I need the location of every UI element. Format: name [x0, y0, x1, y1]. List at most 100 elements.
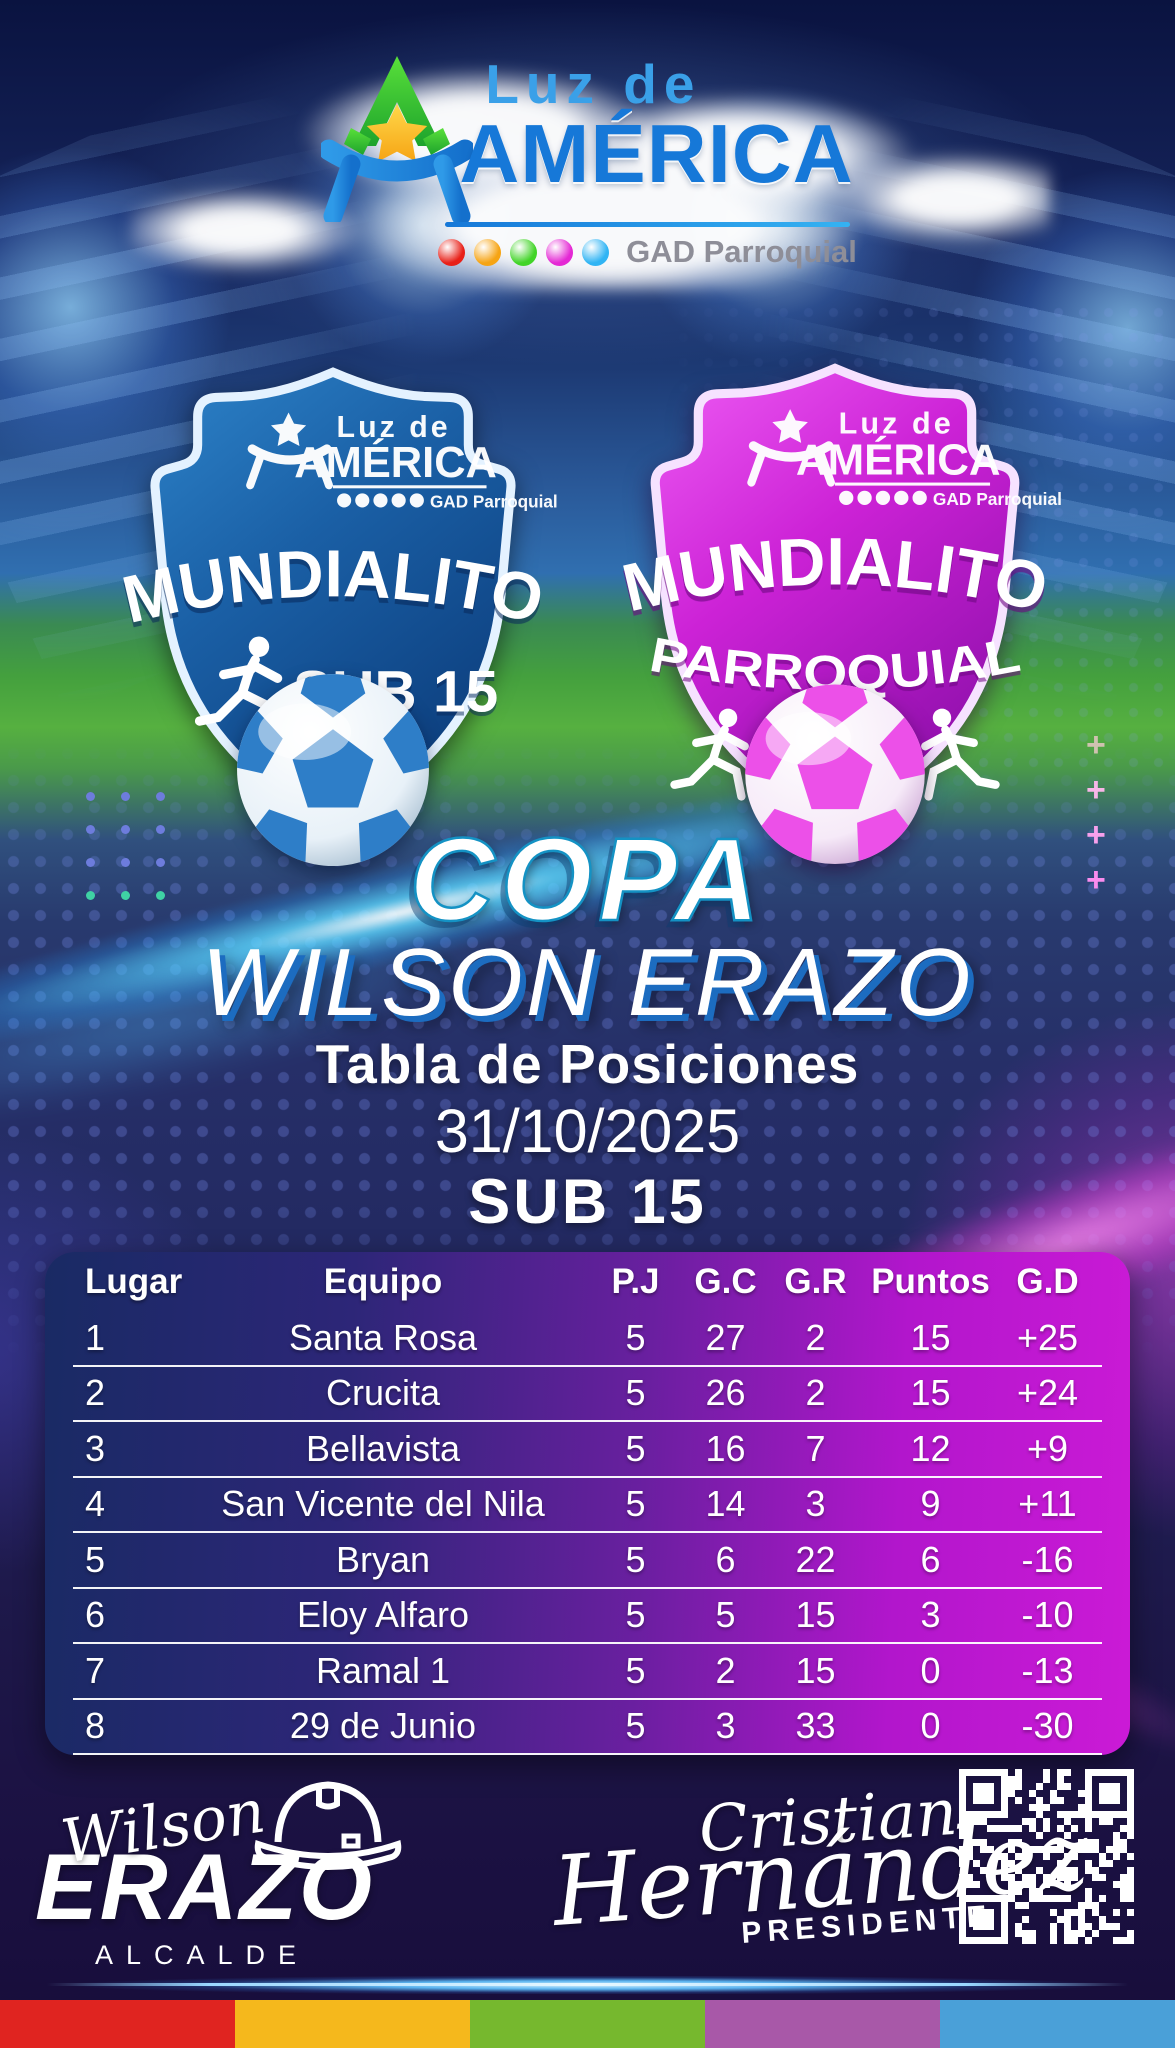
table-cell: 3 — [715, 1705, 736, 1747]
table-cell: 5 — [625, 1649, 646, 1691]
brand-logo: Luz de AMÉRICA GAD Parroquial — [0, 52, 1175, 270]
table-row: 6 Eloy Alfaro 5 5 15 3 -10 — [73, 1589, 1102, 1644]
badge-mini-logo: Luz de AMÉRICA GAD Parroquial — [246, 411, 558, 512]
table-cell: 33 — [795, 1705, 836, 1747]
badge-mundialito-sub15: Luz de AMÉRICA GAD Parroquial MUNDIALITO… — [86, 356, 580, 867]
table-cell: 5 — [625, 1538, 646, 1580]
table-cell: Santa Rosa — [288, 1316, 478, 1358]
table-cell: -30 — [1021, 1705, 1074, 1747]
table-cell: 12 — [910, 1427, 951, 1469]
table-cell: 5 — [625, 1316, 646, 1358]
table-cell: 15 — [910, 1316, 951, 1358]
bottom-glow-line — [0, 1976, 1175, 1994]
table-cell: 15 — [795, 1649, 836, 1691]
table-cell: 29 de Junio — [289, 1705, 477, 1747]
logo-luz-de: Luz de — [485, 53, 702, 115]
color-dot — [474, 238, 502, 266]
logo-america: AMÉRICA — [459, 107, 854, 200]
table-cell: 5 — [85, 1538, 106, 1580]
column-header: G.C — [694, 1261, 757, 1301]
column-header: G.D — [1016, 1261, 1079, 1301]
plus-icon: + — [1086, 726, 1106, 764]
strip-color-block — [705, 2000, 940, 2048]
cup-name-title: WILSON ERAZO — [201, 929, 974, 1036]
table-cell: 3 — [920, 1594, 941, 1636]
column-header: Puntos — [871, 1261, 990, 1301]
svg-text:Luz de: Luz de — [337, 411, 451, 444]
star-icon — [367, 104, 428, 162]
svg-text:Luz de: Luz de — [839, 407, 954, 441]
soccer-ball-icon — [745, 684, 925, 865]
column-header: G.R — [784, 1261, 847, 1301]
svg-text:GAD Parroquial: GAD Parroquial — [933, 489, 1062, 509]
table-cell: Ramal 1 — [315, 1649, 451, 1691]
table-cell: 3 — [805, 1483, 826, 1525]
plus-icon: + — [1086, 771, 1106, 809]
logo-tagline: GAD Parroquial — [626, 234, 857, 269]
table-cell: 5 — [625, 1372, 646, 1414]
president-signature-block: Cristian Hernández PRESIDENTE — [547, 1772, 1092, 1964]
table-cell: 15 — [910, 1372, 951, 1414]
table-row: 4 San Vicente del Nila 5 14 3 9 +11 — [73, 1478, 1102, 1533]
table-cell: -16 — [1021, 1538, 1074, 1580]
plus-icon: + — [1086, 861, 1106, 899]
badge-mundialito-parroquial: Luz de AMÉRICA GAD Parroquial MUNDIALITO… — [588, 352, 1082, 867]
table-cell: 27 — [705, 1316, 746, 1358]
strip-color-block — [940, 2000, 1175, 2048]
table-cell: 3 — [85, 1427, 106, 1469]
table-cell: 5 — [715, 1594, 736, 1636]
standings-header-row: Lugar Equipo P.J G.C G.R Puntos G.D — [73, 1252, 1102, 1311]
table-cell: 16 — [705, 1427, 746, 1469]
table-row: 8 29 de Junio 5 3 33 0 -30 — [73, 1700, 1102, 1755]
strip-color-block — [0, 2000, 235, 2048]
table-cell: 2 — [715, 1649, 736, 1691]
table-row: 3 Bellavista 5 16 7 12 +9 — [73, 1422, 1102, 1478]
logo-underline — [445, 222, 850, 227]
table-row: 5 Bryan 5 6 22 6 -16 — [73, 1533, 1102, 1589]
table-cell: 6 — [715, 1538, 736, 1580]
table-cell: 2 — [85, 1372, 106, 1414]
bottom-color-strip — [0, 2000, 1175, 2048]
decor-dot-grid — [86, 792, 165, 900]
svg-text:AMÉRICA: AMÉRICA — [796, 434, 1001, 484]
table-cell: 6 — [85, 1594, 106, 1636]
column-header: P.J — [611, 1261, 660, 1301]
table-cell: 5 — [625, 1427, 646, 1469]
table-cell: 7 — [85, 1649, 106, 1691]
table-cell: 0 — [920, 1649, 941, 1691]
category-label: SUB 15 — [468, 1167, 707, 1237]
table-cell: +11 — [1018, 1483, 1077, 1525]
standings-rows: 1 Santa Rosa 5 27 2 15 +25 2 Crucita 5 26 2 15 +24 3 Be… — [73, 1311, 1102, 1755]
svg-text:GAD Parroquial: GAD Parroquial — [430, 492, 558, 512]
table-cell: +9 — [1026, 1427, 1069, 1469]
strip-color-block — [235, 2000, 470, 2048]
color-dot — [582, 238, 610, 266]
standings-subtitle: Tabla de Posiciones — [315, 1033, 860, 1095]
table-cell: 0 — [920, 1705, 941, 1747]
table-cell: 5 — [625, 1705, 646, 1747]
table-cell: Eloy Alfaro — [296, 1594, 470, 1636]
logo-a-mark — [321, 56, 474, 222]
logo-dots — [438, 238, 610, 266]
table-cell: 2 — [805, 1316, 826, 1358]
table-row: 1 Santa Rosa 5 27 2 15 +25 — [73, 1311, 1102, 1367]
mayor-signature-block: Wilson ERAZO ALCALDE — [35, 1776, 402, 1971]
qr-code — [952, 1762, 1141, 1951]
table-cell: Bellavista — [305, 1427, 461, 1469]
table-cell: 4 — [85, 1483, 106, 1525]
table-cell: 1 — [85, 1316, 106, 1358]
table-cell: Crucita — [325, 1372, 441, 1414]
plus-marks-decor: + + + + — [1086, 728, 1106, 897]
table-cell: +25 — [1016, 1316, 1079, 1358]
table-cell: 9 — [920, 1483, 941, 1525]
table-cell: San Vicente del Nila — [221, 1483, 545, 1525]
table-cell: 26 — [705, 1372, 746, 1414]
standings-table: Lugar Equipo P.J G.C G.R Puntos G.D 1 San… — [45, 1252, 1130, 1755]
svg-text:AMÉRICA: AMÉRICA — [294, 439, 497, 487]
strip-color-block — [470, 2000, 705, 2048]
color-dot — [510, 238, 538, 266]
column-header: Lugar — [85, 1261, 183, 1301]
table-cell: 5 — [625, 1594, 646, 1636]
table-row: 7 Ramal 1 5 2 15 0 -13 — [73, 1644, 1102, 1700]
